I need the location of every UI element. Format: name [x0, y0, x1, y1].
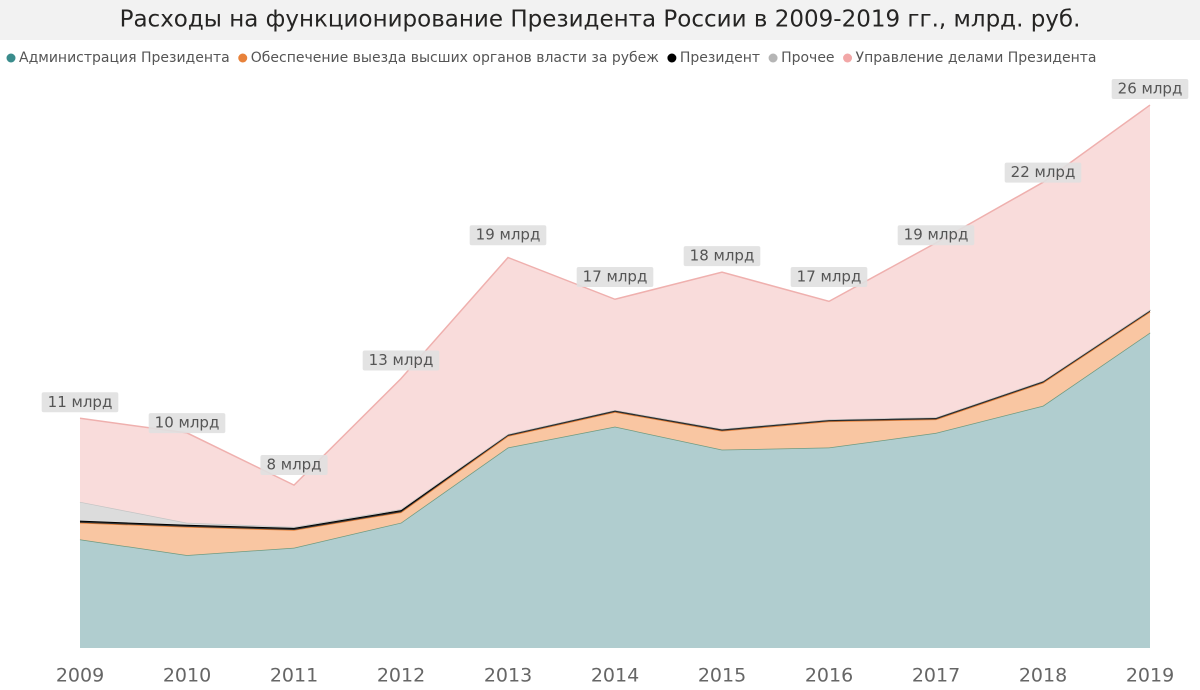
legend-marker: [667, 53, 677, 63]
total-label-box: [1004, 162, 1082, 183]
total-label-box: [897, 225, 975, 246]
area-fill: [80, 332, 1150, 648]
total-label: 18 млрд: [690, 247, 755, 265]
total-label-box: [469, 225, 547, 246]
total-label-box: [148, 413, 226, 434]
total-label-box: [41, 392, 119, 413]
x-tick-label: 2013: [484, 665, 532, 687]
total-label: 19 млрд: [904, 226, 969, 244]
total-label: 13 млрд: [369, 351, 434, 369]
total-label-box: [790, 267, 868, 287]
total-label: 19 млрд: [476, 226, 541, 244]
legend-marker: [843, 53, 853, 63]
total-label-box: [576, 267, 654, 287]
legend-marker: [6, 53, 16, 63]
total-label: 11 млрд: [48, 393, 113, 411]
x-tick-label: 2016: [805, 665, 853, 687]
total-label-box: [1111, 79, 1189, 100]
total-label-box: [362, 350, 440, 371]
x-tick-label: 2009: [56, 665, 104, 687]
total-label: 26 млрд: [1118, 80, 1183, 98]
total-label: 22 млрд: [1011, 163, 1076, 181]
total-label-box: [260, 454, 328, 475]
area-fill: [80, 311, 1150, 556]
x-tick-label: 2015: [698, 665, 746, 687]
x-tick-label: 2012: [377, 665, 425, 687]
legend-label: Управление делами Президента: [856, 50, 1097, 66]
x-tick-label: 2014: [591, 665, 639, 687]
legend-marker: [768, 53, 778, 63]
title-bar: [0, 0, 1200, 40]
legend-label: Президент: [680, 50, 760, 66]
x-tick-label: 2010: [163, 665, 211, 687]
total-label: 8 млрд: [266, 455, 321, 473]
total-label: 10 млрд: [155, 414, 220, 432]
total-label: 17 млрд: [583, 268, 648, 286]
area-fill: [80, 105, 1150, 527]
x-tick-label: 2017: [912, 665, 960, 687]
chart-title: Расходы на функционирование Президента Р…: [120, 7, 1081, 33]
area-line: [79, 104, 1151, 487]
x-tick-label: 2011: [270, 665, 318, 687]
legend-label: Прочее: [781, 50, 834, 66]
total-label: 17 млрд: [797, 268, 862, 286]
x-tick-label: 2018: [1019, 665, 1067, 687]
x-tick-label: 2019: [1126, 665, 1174, 687]
legend-label: Обеспечение выезда высших органов власти…: [251, 50, 660, 66]
total-label-box: [683, 246, 761, 267]
legend-label: Администрация Президента: [19, 50, 230, 66]
legend-marker: [238, 53, 248, 63]
